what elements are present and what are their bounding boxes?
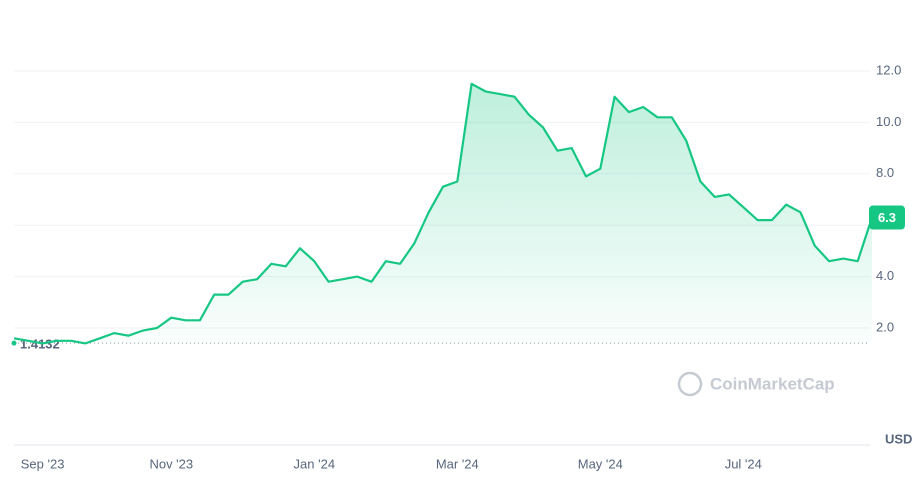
y-tick-label: 2.0	[876, 319, 894, 334]
area	[14, 83, 872, 344]
price-badge	[869, 205, 905, 230]
y-tick-label: 10.0	[876, 114, 901, 129]
logo-circle	[677, 371, 703, 397]
y-unit: USD	[885, 431, 912, 446]
x-tick-label: Jan '24	[294, 456, 336, 471]
y-tick-label: 12.0	[876, 62, 901, 77]
x-tick-label: Mar '24	[436, 456, 479, 471]
watermark: CoinMarketCap	[710, 374, 835, 393]
price-badge-label: 6.3	[878, 210, 896, 225]
y-tick-label: 4.0	[876, 268, 894, 283]
watermark-logo	[677, 371, 703, 397]
x-tick-label: May '24	[578, 456, 623, 471]
price-line	[13, 82, 874, 345]
x-tick-label: Jul '24	[725, 456, 762, 471]
x-tick-label: Sep '23	[21, 456, 65, 471]
y-tick-label: 8.0	[876, 165, 894, 180]
x-tick-label: Nov '23	[149, 456, 193, 471]
